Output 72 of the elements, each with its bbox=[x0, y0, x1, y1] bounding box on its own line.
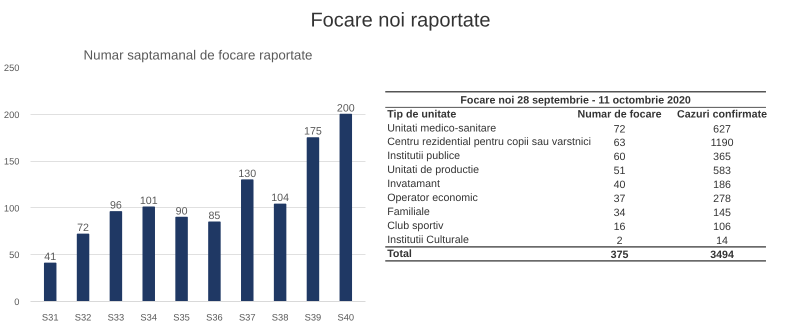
text: Numar de focare bbox=[578, 108, 662, 120]
bar bbox=[340, 114, 352, 302]
category-label: Familiale bbox=[387, 206, 430, 218]
data-label: 278 bbox=[713, 193, 732, 206]
x-tick-label: S33 bbox=[108, 312, 124, 322]
data-label: 365 bbox=[713, 151, 732, 164]
chart-title: Focare noi raportate bbox=[310, 10, 491, 32]
y-tick-label: 200 bbox=[4, 110, 20, 120]
text: Cazuri confirmate bbox=[677, 108, 768, 120]
category-label: Institutii Culturale bbox=[387, 234, 470, 246]
x-tick-label: S34 bbox=[140, 312, 158, 322]
data-label: 145 bbox=[713, 207, 732, 220]
data-label: 16 bbox=[614, 220, 626, 233]
data-label: 2 bbox=[616, 234, 623, 247]
x-tick-label: S36 bbox=[206, 312, 223, 322]
category-label: Centru rezidential pentru copii sau varstnici bbox=[387, 136, 591, 148]
x-tick-label: S31 bbox=[42, 312, 59, 322]
text: Tip de unitate bbox=[387, 108, 456, 120]
category-label: Unitati medico-sanitare bbox=[387, 122, 496, 134]
data-label: 200 bbox=[336, 102, 355, 114]
bar bbox=[208, 221, 221, 302]
data-label: 60 bbox=[614, 151, 626, 164]
data-label: 90 bbox=[176, 205, 188, 218]
y-tick-label: 250 bbox=[4, 63, 20, 73]
data-label: 85 bbox=[208, 210, 220, 222]
data-label: 130 bbox=[238, 168, 256, 180]
y-tick-label: 50 bbox=[9, 250, 20, 260]
data-label: 63 bbox=[614, 137, 626, 150]
x-tick-label: S37 bbox=[238, 312, 256, 322]
bar bbox=[241, 179, 254, 302]
category-label: Unitati de productie bbox=[387, 164, 480, 176]
data-label: 375 bbox=[610, 248, 629, 261]
category-label: Invatamant bbox=[387, 178, 440, 190]
bar bbox=[175, 216, 188, 302]
data-label: 3494 bbox=[710, 248, 734, 261]
data-label: 106 bbox=[713, 220, 732, 233]
bar bbox=[110, 211, 122, 302]
x-tick-label: S39 bbox=[304, 312, 322, 322]
data-label: 175 bbox=[304, 126, 322, 138]
category-label: Institutii publice bbox=[387, 150, 460, 162]
data-label: 34 bbox=[614, 207, 626, 220]
y-tick-label: 100 bbox=[4, 203, 20, 214]
data-label: 96 bbox=[110, 200, 122, 212]
data-label: 14 bbox=[716, 234, 728, 247]
y-tick-label: 150 bbox=[4, 156, 20, 167]
bar bbox=[306, 137, 320, 302]
data-label: 41 bbox=[44, 251, 56, 264]
data-label: 186 bbox=[713, 179, 732, 192]
data-label: 40 bbox=[614, 179, 626, 192]
data-label: 104 bbox=[271, 192, 290, 204]
category-label: Operator economic bbox=[387, 192, 479, 204]
text: Focare noi 28 septembrie - 11 octombrie 2020 bbox=[460, 94, 691, 106]
bar bbox=[274, 204, 286, 302]
data-label: 72 bbox=[614, 123, 626, 136]
data-label: 72 bbox=[77, 222, 90, 234]
data-label: 101 bbox=[140, 194, 158, 207]
data-label: 37 bbox=[614, 193, 626, 206]
data-label: 627 bbox=[713, 123, 732, 136]
bar bbox=[76, 234, 90, 302]
category-label: Club sportiv bbox=[387, 220, 444, 232]
data-label: 51 bbox=[614, 165, 626, 178]
data-label: 1190 bbox=[710, 137, 734, 150]
bar bbox=[142, 206, 155, 302]
x-tick-label: S38 bbox=[272, 312, 288, 322]
category-label: Total bbox=[387, 248, 412, 260]
x-tick-label: S32 bbox=[74, 312, 92, 322]
x-tick-label: S35 bbox=[173, 312, 190, 322]
data-label: 583 bbox=[713, 165, 732, 178]
x-tick-label: S40 bbox=[337, 312, 354, 322]
bar bbox=[44, 262, 56, 302]
chart-subtitle: Numar saptamanal de focare raportate bbox=[84, 48, 312, 62]
y-tick-label: 0 bbox=[14, 297, 20, 307]
